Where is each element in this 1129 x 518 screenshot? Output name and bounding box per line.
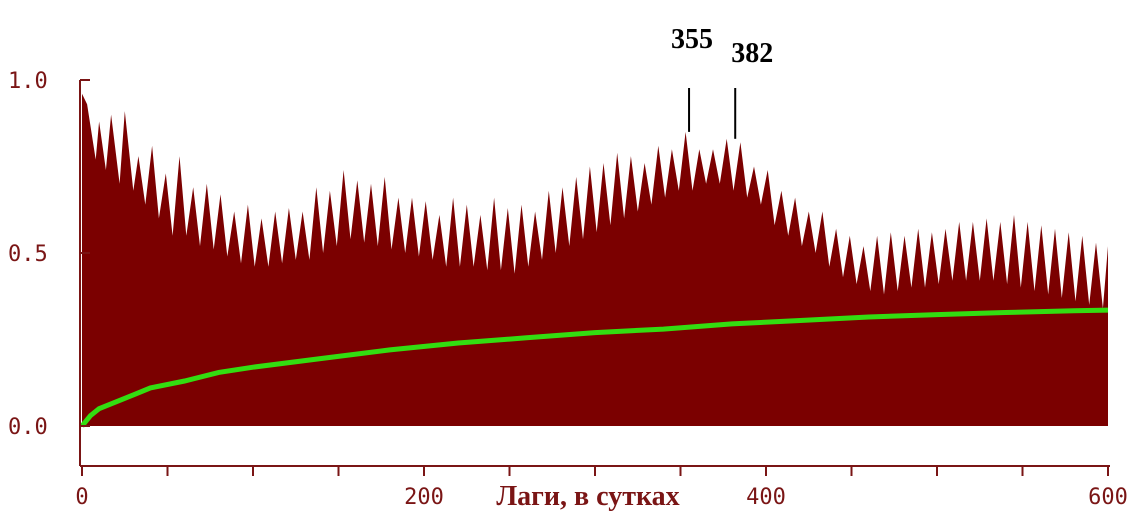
- x-tick-label: 600: [1088, 485, 1128, 510]
- confidence-line-series: [80, 307, 1109, 428]
- plot-area: [80, 93, 1109, 428]
- annotation-label: 382: [731, 38, 773, 69]
- annotation-label: 355: [671, 24, 713, 55]
- x-tick-label: 200: [404, 485, 444, 510]
- acf-area-series: [82, 93, 1108, 427]
- y-tick-label: 0.0: [8, 415, 48, 440]
- annotations: 355 382: [671, 24, 773, 139]
- y-tick-label: 0.5: [8, 242, 48, 267]
- x-axis-label: Лаги, в сутках: [496, 481, 679, 512]
- x-tick-label: 0: [75, 485, 88, 510]
- ticks: 0.0 0.5 1.0 0 200 400 600: [8, 69, 1128, 510]
- x-tick-label: 400: [746, 485, 786, 510]
- y-tick-label: 1.0: [8, 69, 48, 94]
